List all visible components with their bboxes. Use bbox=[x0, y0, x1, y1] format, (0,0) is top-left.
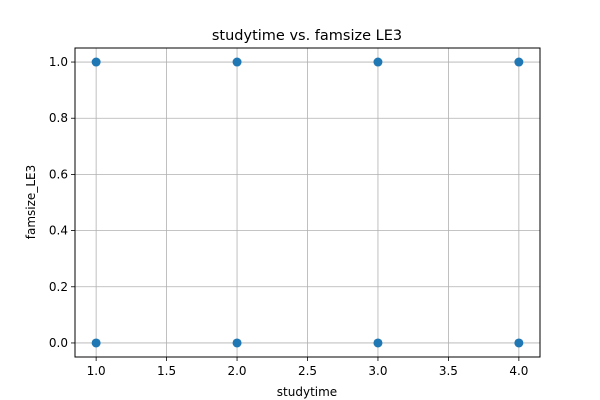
y-axis-ticks: 0.0 0.2 0.4 0.6 0.8 1.0 bbox=[49, 55, 75, 350]
grid bbox=[75, 48, 540, 357]
y-tick-label: 0.4 bbox=[49, 224, 68, 238]
y-axis-label: famsize_LE3 bbox=[24, 165, 38, 239]
scatter-point bbox=[373, 338, 383, 348]
y-tick-label: 1.0 bbox=[49, 55, 68, 69]
x-axis-label: studytime bbox=[277, 385, 337, 399]
scatter-point bbox=[514, 338, 524, 348]
scatter-point bbox=[373, 57, 383, 67]
data-points bbox=[91, 57, 524, 348]
scatter-point bbox=[91, 338, 101, 348]
x-tick-label: 2.0 bbox=[227, 364, 246, 378]
scatter-point bbox=[91, 57, 101, 67]
x-tick-label: 1.0 bbox=[87, 364, 106, 378]
x-tick-label: 1.5 bbox=[157, 364, 176, 378]
y-tick-label: 0.8 bbox=[49, 111, 68, 125]
x-axis-ticks: 1.0 1.5 2.0 2.5 3.0 3.5 4.0 bbox=[87, 357, 528, 378]
scatter-point bbox=[514, 57, 524, 67]
chart-title: studytime vs. famsize LE3 bbox=[212, 28, 402, 44]
x-tick-label: 2.5 bbox=[298, 364, 317, 378]
x-tick-label: 3.0 bbox=[368, 364, 387, 378]
y-tick-label: 0.2 bbox=[49, 280, 68, 294]
scatter-point bbox=[232, 338, 242, 348]
y-tick-label: 0.0 bbox=[49, 336, 68, 350]
x-tick-label: 4.0 bbox=[509, 364, 528, 378]
scatter-point bbox=[232, 57, 242, 67]
x-tick-label: 3.5 bbox=[439, 364, 458, 378]
y-tick-label: 0.6 bbox=[49, 167, 68, 181]
